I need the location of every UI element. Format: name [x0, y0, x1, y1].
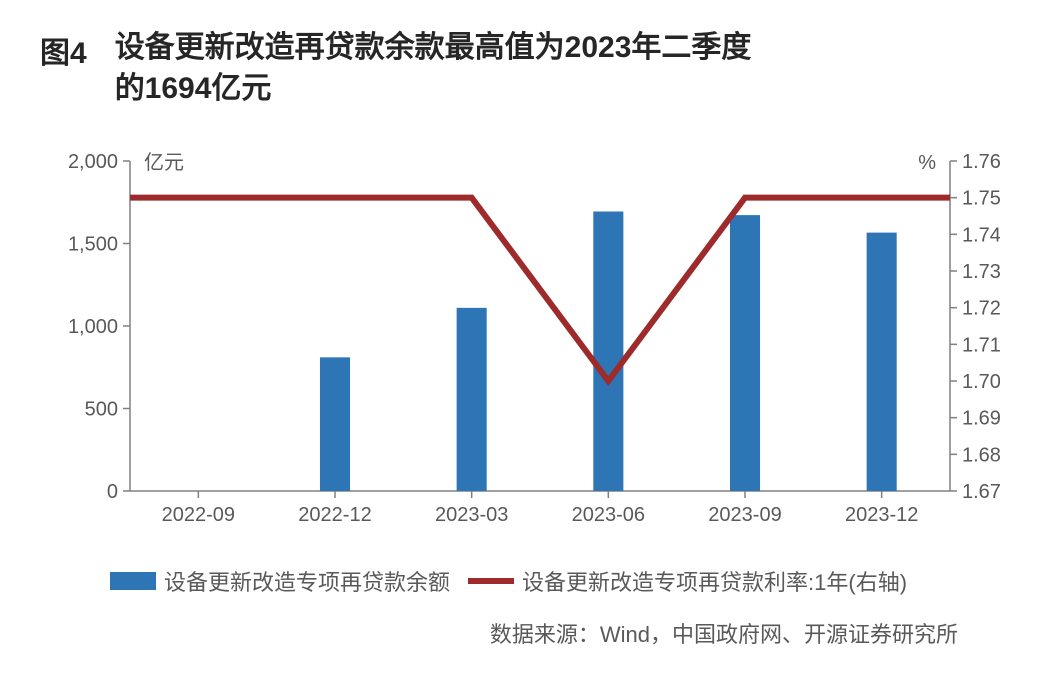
- page: 图4 设备更新改造再贷款余款最高值为2023年二季度 的1694亿元 0 500 1…: [0, 0, 1046, 692]
- svg-text:1.75: 1.75: [962, 188, 1000, 210]
- svg-text:%: %: [918, 152, 936, 174]
- bar-swatch-icon: [110, 572, 156, 590]
- svg-text:1.68: 1.68: [962, 444, 1000, 466]
- svg-text:2023-12: 2023-12: [845, 504, 918, 526]
- svg-text:1.72: 1.72: [962, 298, 1000, 320]
- legend-item-bar: 设备更新改造专项再贷款余额: [110, 565, 450, 597]
- svg-text:1.71: 1.71: [962, 334, 1000, 356]
- chart-area: 0 500 1,000 1,500 2,000 1.67 1.68 1.69 1.70 1.71 1…: [40, 131, 1000, 561]
- title-line-2: 的1694亿元: [115, 72, 272, 105]
- legend-line-label: 设备更新改造专项再贷款利率:1年(右轴): [522, 565, 907, 597]
- legend: 设备更新改造专项再贷款余额 设备更新改造专项再贷款利率:1年(右轴): [40, 565, 1006, 597]
- svg-text:亿元: 亿元: [144, 151, 184, 174]
- figure-label: 图4: [40, 28, 87, 72]
- svg-text:1,000: 1,000: [68, 316, 118, 338]
- svg-text:1.67: 1.67: [962, 481, 1000, 503]
- svg-text:1.69: 1.69: [962, 408, 1000, 430]
- svg-text:1.76: 1.76: [962, 151, 1000, 173]
- source-attribution: 数据来源：Wind，中国政府网、开源证券研究所: [40, 617, 1006, 649]
- svg-text:2,000: 2,000: [68, 151, 118, 173]
- svg-text:1.70: 1.70: [962, 371, 1000, 393]
- svg-text:1.73: 1.73: [962, 261, 1000, 283]
- svg-text:2022-09: 2022-09: [162, 504, 235, 526]
- svg-text:500: 500: [85, 399, 118, 421]
- svg-text:2023-03: 2023-03: [435, 504, 508, 526]
- svg-text:1.74: 1.74: [962, 224, 1000, 246]
- svg-text:1,500: 1,500: [68, 234, 118, 256]
- chart-title-block: 图4 设备更新改造再贷款余款最高值为2023年二季度 的1694亿元: [40, 28, 1006, 109]
- svg-text:0: 0: [107, 481, 118, 503]
- legend-item-line: 设备更新改造专项再贷款利率:1年(右轴): [468, 565, 907, 597]
- svg-text:2023-09: 2023-09: [708, 504, 781, 526]
- line-swatch-icon: [468, 578, 514, 584]
- chart-svg: 0 500 1,000 1,500 2,000 1.67 1.68 1.69 1.70 1.71 1…: [40, 131, 1000, 561]
- chart-title: 设备更新改造再贷款余款最高值为2023年二季度 的1694亿元: [115, 28, 752, 109]
- svg-text:2023-06: 2023-06: [572, 504, 645, 526]
- title-line-1: 设备更新改造再贷款余款最高值为2023年二季度: [115, 31, 752, 64]
- svg-text:2022-12: 2022-12: [298, 504, 371, 526]
- legend-bar-label: 设备更新改造专项再贷款余额: [164, 565, 450, 597]
